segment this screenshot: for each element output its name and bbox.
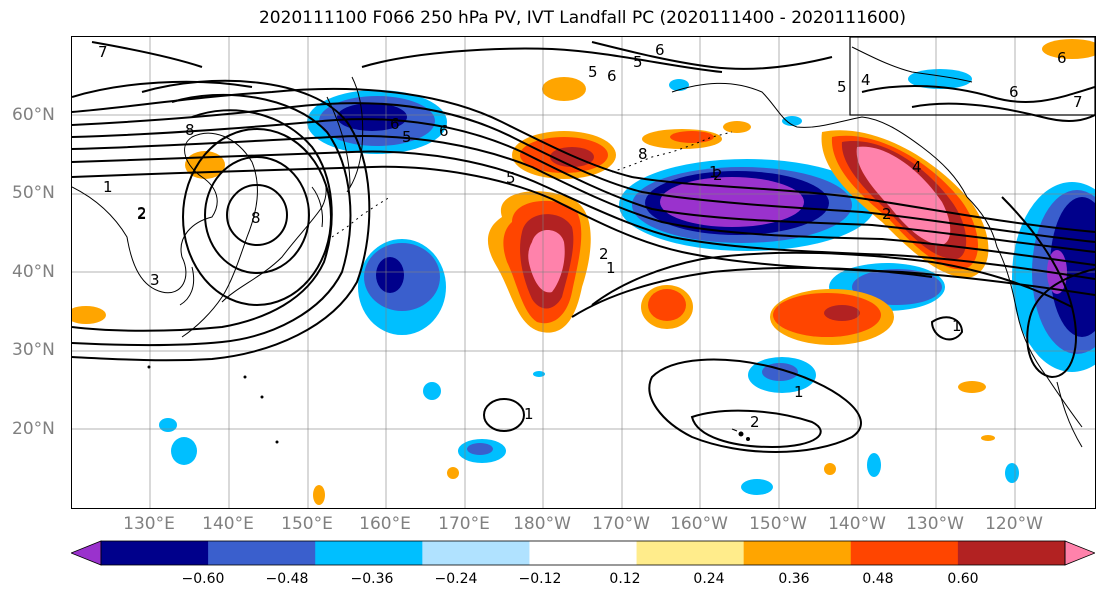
colorbar-tick-label: −0.60 [181,571,225,587]
colorbar-cell [636,541,745,565]
colorbar-tick-label: −0.12 [518,571,562,587]
contour-label: 1 [606,259,616,277]
colorbar-tick-label: 0.48 [862,571,894,587]
graticule [72,37,1095,508]
map-canvas: 7 6 5 5 6 4 5 6 7 6 8 6 2 1 2 3 8 5 8 2 [72,37,1095,508]
lat-label-60n: 60°N [12,105,55,125]
contour-label: 7 [98,43,108,61]
colorbar-cell [850,541,959,565]
contour-label: 2 [137,204,147,222]
colorbar-cell [957,541,1066,565]
lon-label-160w: 160°W [670,514,728,534]
lon-label-170e: 170°E [438,514,490,534]
contour-label: 6 [655,41,665,59]
contour-label: 2 [882,205,892,223]
lon-label-150w: 150°W [749,514,807,534]
pv-positive-145w-blob [770,289,894,345]
colorbar-extend-high [1064,540,1095,566]
contour-label: 5 [402,128,412,146]
contour-label: 1 [524,405,534,423]
contour-label: 2 [713,166,723,184]
contour-label: 8 [638,145,648,163]
colorbar-cell [529,541,638,565]
colorbar-tick-label: 0.12 [609,571,641,587]
lon-label-160e: 160°E [359,514,411,534]
pv-positive-north180-blob [512,131,616,179]
contour-label: 5 [633,53,643,71]
lat-label-20n: 20°N [12,419,55,439]
lon-label-170w: 170°W [592,514,650,534]
region-box [849,37,1095,116]
contour-label: 6 [1057,49,1067,67]
pv-positive-goa-blob [821,130,989,278]
map-panel: 7 6 5 5 6 4 5 6 7 6 8 6 2 1 2 3 8 5 8 2 [71,36,1096,509]
contour-label: 1 [794,383,804,401]
colorbar [71,540,1095,566]
colorbar-cell [208,541,316,565]
colorbar-tick-label: 0.24 [693,571,725,587]
contour-label: 6 [439,122,449,140]
contour-label: 2 [137,205,147,223]
lon-label-120w: 120°W [985,514,1043,534]
pv-negative-150w-blob [748,357,816,393]
lat-label-40n: 40°N [12,262,55,282]
pv-positive-180-blob [487,191,591,333]
colorbar-tick-label: −0.24 [434,571,478,587]
contour-label: 5 [506,169,516,187]
colorbar-tick-label: 0.36 [778,571,810,587]
lat-label-30n: 30°N [12,340,55,360]
contour-labels: 7 6 5 5 6 4 5 6 7 6 8 6 2 1 2 3 8 5 8 2 [98,41,1083,431]
contour-label: 3 [150,271,160,289]
contour-label: 4 [861,71,871,89]
colorbar-tick-label: 0.60 [947,571,979,587]
colorbar-outline [100,540,1066,566]
contour-label: 5 [837,78,847,96]
colorbar-extend-low [71,540,102,566]
lon-label-130e: 130°E [123,514,175,534]
colorbar-tick-label: −0.48 [265,571,309,587]
contour-label: 4 [912,158,922,176]
colorbar-cell [743,541,852,565]
pv-positive-167w-blob [641,285,693,329]
lon-label-130w: 130°W [906,514,964,534]
contour-label: 1 [103,178,113,196]
pv-small-negative-blobs [159,69,1019,495]
contour-label: 1 [709,163,719,181]
colorbar-tick-label: −0.36 [350,571,394,587]
lat-label-50n: 50°N [12,183,55,203]
contour-label: 8 [251,209,261,227]
contour-label: 6 [390,115,400,133]
pv-negative-160e-blob [358,239,446,335]
colorbar-cell [101,541,209,565]
contour-label: 5 [588,63,598,81]
contour-label: 7 [1073,93,1083,111]
contour-label: 6 [1009,83,1019,101]
lon-label-140w: 140°W [828,514,886,534]
colorbar-cell [315,541,423,565]
contour-label: 6 [607,67,617,85]
contour-label: 2 [750,413,760,431]
colorbar-cell [422,541,530,565]
lon-label-150e: 150°E [281,514,333,534]
ivt-contours [72,41,1095,453]
contour-label: 1 [952,317,962,335]
lon-label-140e: 140°E [202,514,254,534]
map-title: 2020111100 F066 250 hPa PV, IVT Landfall… [258,8,906,28]
lon-label-180w: 180°W [513,514,571,534]
contour-label: 8 [185,121,195,139]
contour-label: 2 [599,245,609,263]
